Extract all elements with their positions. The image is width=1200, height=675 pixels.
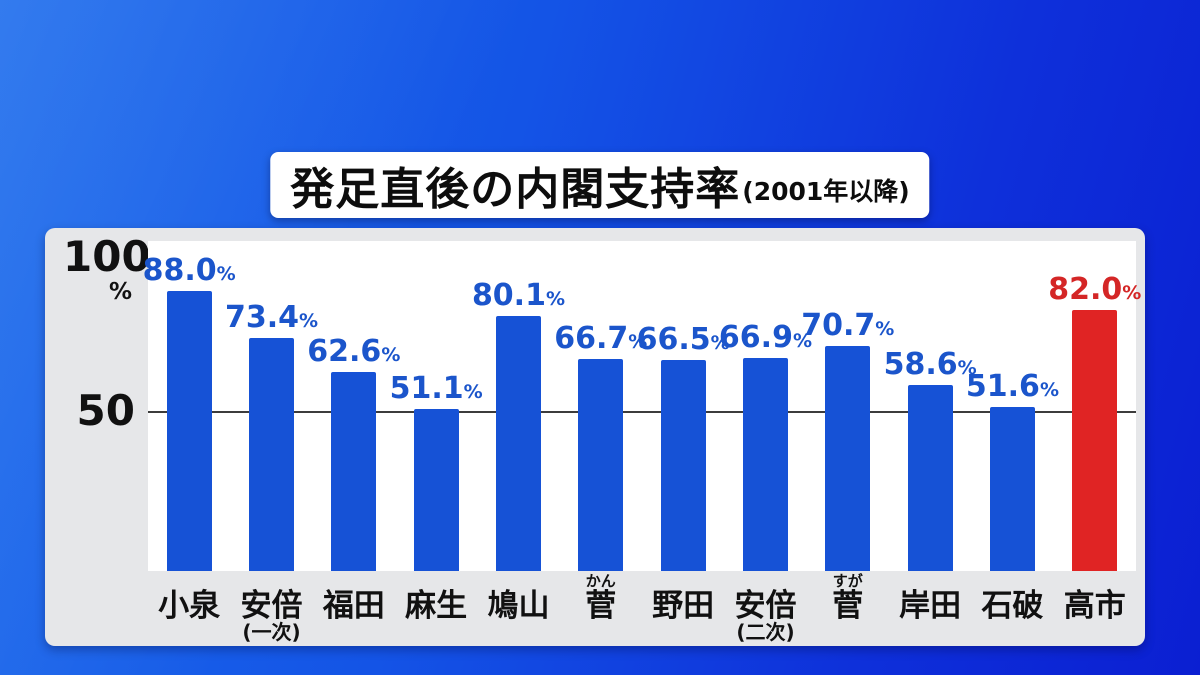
bar-column-3: 62.6% [307, 337, 400, 571]
x-label-subtext [477, 622, 559, 642]
chart-title: 発足直後の内閣支持率 [290, 164, 741, 215]
y-axis-label-100: 100 % [63, 232, 151, 305]
bar-value-label-7: 66.5% [636, 322, 730, 357]
bar-value-label-5: 80.1% [471, 278, 566, 313]
bar-value-label-8: 66.9% [718, 320, 812, 355]
bar-5 [495, 316, 541, 571]
x-label-subtext [395, 622, 477, 642]
chart-panel: 100 % 50 88.0% 73.4% 62.6% 51.1% 80.1% 66.7% 6… [45, 228, 1145, 646]
x-axis-label-2: 安倍 (一次) [230, 572, 312, 642]
x-label-name: 野田 [652, 588, 715, 624]
x-label-furigana: すが [832, 572, 863, 590]
bars-container: 88.0% 73.4% 62.6% 51.1% 80.1% 66.7% 66.5% 66.9%… [143, 241, 1141, 571]
x-axis-label-1: 小泉 [148, 572, 230, 642]
x-label-name: 菅 [832, 588, 864, 624]
chart-title-box: 発足直後の内閣支持率 (2001年以降) [270, 152, 930, 218]
bar-value-label-4: 51.1% [389, 371, 483, 406]
x-label-name: 安倍 [734, 588, 797, 624]
bar-2 [248, 338, 294, 571]
bar-column-10: 58.6% [884, 350, 977, 571]
bar-1 [166, 291, 212, 571]
bar-11 [989, 407, 1035, 571]
x-label-subtext [642, 622, 724, 642]
x-axis-label-6: かん菅 [560, 572, 642, 642]
x-label-subtext [807, 622, 889, 642]
x-axis-label-3: 福田 [313, 572, 395, 642]
x-axis-label-7: 野田 [642, 572, 724, 642]
bar-10 [907, 385, 953, 571]
x-label-name: 小泉 [158, 588, 221, 624]
x-label-subtext [1054, 622, 1136, 642]
bar-3 [331, 372, 377, 571]
x-label-name: 高市 [1063, 588, 1126, 624]
x-label-furigana: かん [585, 572, 616, 590]
x-label-subtext: (一次) [242, 620, 301, 644]
x-label-subtext [148, 622, 230, 642]
chart-title-period: (2001年以降) [742, 177, 910, 206]
bar-7 [660, 360, 706, 571]
bar-column-12: 82.0% [1048, 275, 1141, 571]
bar-column-7: 66.5% [637, 325, 730, 571]
x-label-name: 鳩山 [487, 588, 550, 624]
bar-column-11: 51.6% [966, 372, 1059, 571]
x-axis-label-11: 石破 [971, 572, 1053, 642]
bar-value-label-10: 58.6% [883, 347, 977, 382]
gridline-50-percent [148, 411, 1136, 413]
x-label-subtext [971, 622, 1053, 642]
bar-4 [413, 409, 459, 571]
x-label-name: 菅 [585, 588, 617, 624]
x-label-subtext: (二次) [736, 620, 795, 644]
y-axis-percent-unit: % [108, 279, 132, 305]
x-axis-label-9: すが菅 [807, 572, 889, 642]
bar-column-8: 66.9% [719, 323, 812, 571]
bar-value-label-11: 51.6% [965, 369, 1059, 404]
bar-12 [1072, 310, 1118, 571]
x-axis-label-8: 安倍 (二次) [724, 572, 806, 642]
x-label-name: 石破 [981, 588, 1044, 624]
bar-column-1: 88.0% [143, 256, 236, 571]
bar-value-label-2: 73.4% [224, 300, 319, 335]
bar-value-label-1: 88.0% [142, 253, 236, 288]
x-label-subtext [560, 622, 642, 642]
x-label-name: 岸田 [899, 588, 962, 624]
bar-9 [825, 346, 871, 571]
bar-value-label-12: 82.0% [1048, 272, 1142, 307]
x-axis-label-4: 麻生 [395, 572, 477, 642]
y-axis-label-50: 50 [76, 386, 135, 435]
x-label-name: 福田 [322, 588, 385, 624]
plot-area: 88.0% 73.4% 62.6% 51.1% 80.1% 66.7% 66.5% 66.9%… [143, 241, 1141, 571]
x-axis-labels: 小泉 安倍 (一次) 福田 麻生 鳩山 かん菅野田 安倍 (二次) すが菅岸田 石破 高市 [148, 572, 1136, 642]
bar-column-6: 66.7% [554, 324, 647, 571]
bar-column-9: 70.7% [801, 311, 894, 571]
bar-6 [578, 359, 624, 571]
x-label-name: 安倍 [240, 588, 303, 624]
x-label-subtext [313, 622, 395, 642]
bar-8 [742, 358, 788, 571]
x-axis-label-5: 鳩山 [477, 572, 559, 642]
y-axis-100-number: 100 [63, 232, 151, 281]
x-axis-label-10: 岸田 [889, 572, 971, 642]
bar-column-4: 51.1% [390, 374, 483, 571]
x-label-subtext [889, 622, 971, 642]
x-axis-label-12: 高市 [1054, 572, 1136, 642]
bar-value-label-9: 70.7% [801, 308, 895, 343]
x-label-name: 麻生 [405, 588, 468, 624]
bar-column-2: 73.4% [225, 303, 318, 571]
bar-value-label-6: 66.7% [554, 321, 648, 356]
bar-value-label-3: 62.6% [307, 334, 401, 369]
bar-column-5: 80.1% [472, 281, 565, 571]
